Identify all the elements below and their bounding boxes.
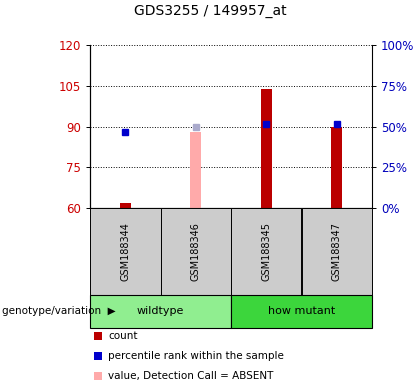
Text: GSM188345: GSM188345 bbox=[261, 222, 271, 281]
Text: percentile rank within the sample: percentile rank within the sample bbox=[108, 351, 284, 361]
Text: count: count bbox=[108, 331, 138, 341]
Text: GSM188344: GSM188344 bbox=[120, 222, 130, 281]
Text: genotype/variation  ▶: genotype/variation ▶ bbox=[2, 306, 116, 316]
Bar bbox=[260, 89, 272, 208]
Bar bbox=[331, 127, 342, 208]
Text: GSM188346: GSM188346 bbox=[191, 222, 201, 281]
Bar bbox=[120, 203, 131, 208]
Bar bbox=[190, 132, 202, 208]
Text: GSM188347: GSM188347 bbox=[332, 222, 342, 281]
Text: value, Detection Call = ABSENT: value, Detection Call = ABSENT bbox=[108, 371, 273, 381]
Text: wildtype: wildtype bbox=[137, 306, 184, 316]
Text: GDS3255 / 149957_at: GDS3255 / 149957_at bbox=[134, 4, 286, 18]
Text: how mutant: how mutant bbox=[268, 306, 335, 316]
